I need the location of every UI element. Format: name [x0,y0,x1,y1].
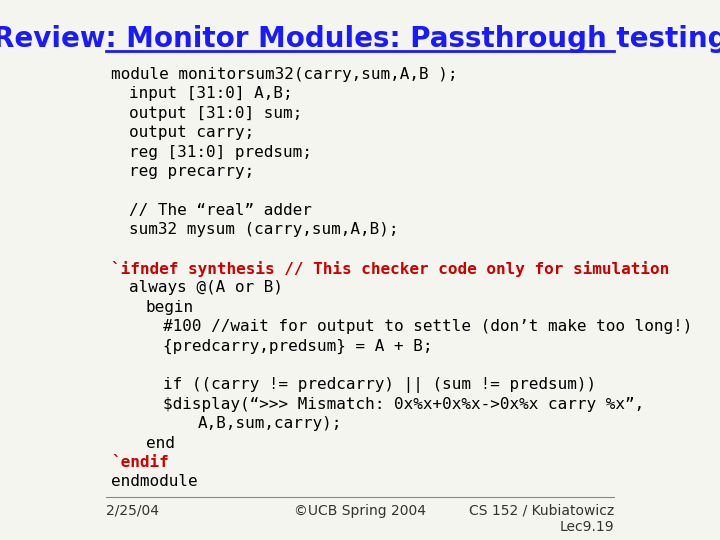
Text: A,B,sum,carry);: A,B,sum,carry); [198,416,342,431]
Text: if ((carry != predcarry) || (sum != predsum)): if ((carry != predcarry) || (sum != pred… [163,377,596,394]
Text: output carry;: output carry; [129,125,253,140]
Text: CS 152 / Kubiatowicz
Lec9.19: CS 152 / Kubiatowicz Lec9.19 [469,504,614,534]
Text: ©UCB Spring 2004: ©UCB Spring 2004 [294,504,426,518]
Text: #100 //wait for output to settle (don’t make too long!): #100 //wait for output to settle (don’t … [163,319,693,334]
Text: reg precarry;: reg precarry; [129,164,253,179]
Text: Review: Monitor Modules: Passthrough testing: Review: Monitor Modules: Passthrough tes… [0,25,720,53]
Text: output [31:0] sum;: output [31:0] sum; [129,106,302,121]
Text: always @(A or B): always @(A or B) [129,280,282,295]
Text: $display(“>>> Mismatch: 0x%x+0x%x->0x%x carry %x”,: $display(“>>> Mismatch: 0x%x+0x%x->0x%x … [163,397,644,412]
Text: // The “real” adder: // The “real” adder [129,203,312,218]
Text: end: end [146,436,175,451]
Text: `ifndef synthesis // This checker code only for simulation: `ifndef synthesis // This checker code o… [112,261,670,277]
Text: reg [31:0] predsum;: reg [31:0] predsum; [129,145,312,160]
Text: endmodule: endmodule [112,475,198,489]
Text: 2/25/04: 2/25/04 [106,504,159,518]
Text: begin: begin [146,300,194,315]
Text: module monitorsum32(carry,sum,A,B );: module monitorsum32(carry,sum,A,B ); [112,67,458,82]
Text: sum32 mysum (carry,sum,A,B);: sum32 mysum (carry,sum,A,B); [129,222,398,237]
Text: {predcarry,predsum} = A + B;: {predcarry,predsum} = A + B; [163,339,433,354]
Text: `endif: `endif [112,455,169,470]
Text: input [31:0] A,B;: input [31:0] A,B; [129,86,292,102]
